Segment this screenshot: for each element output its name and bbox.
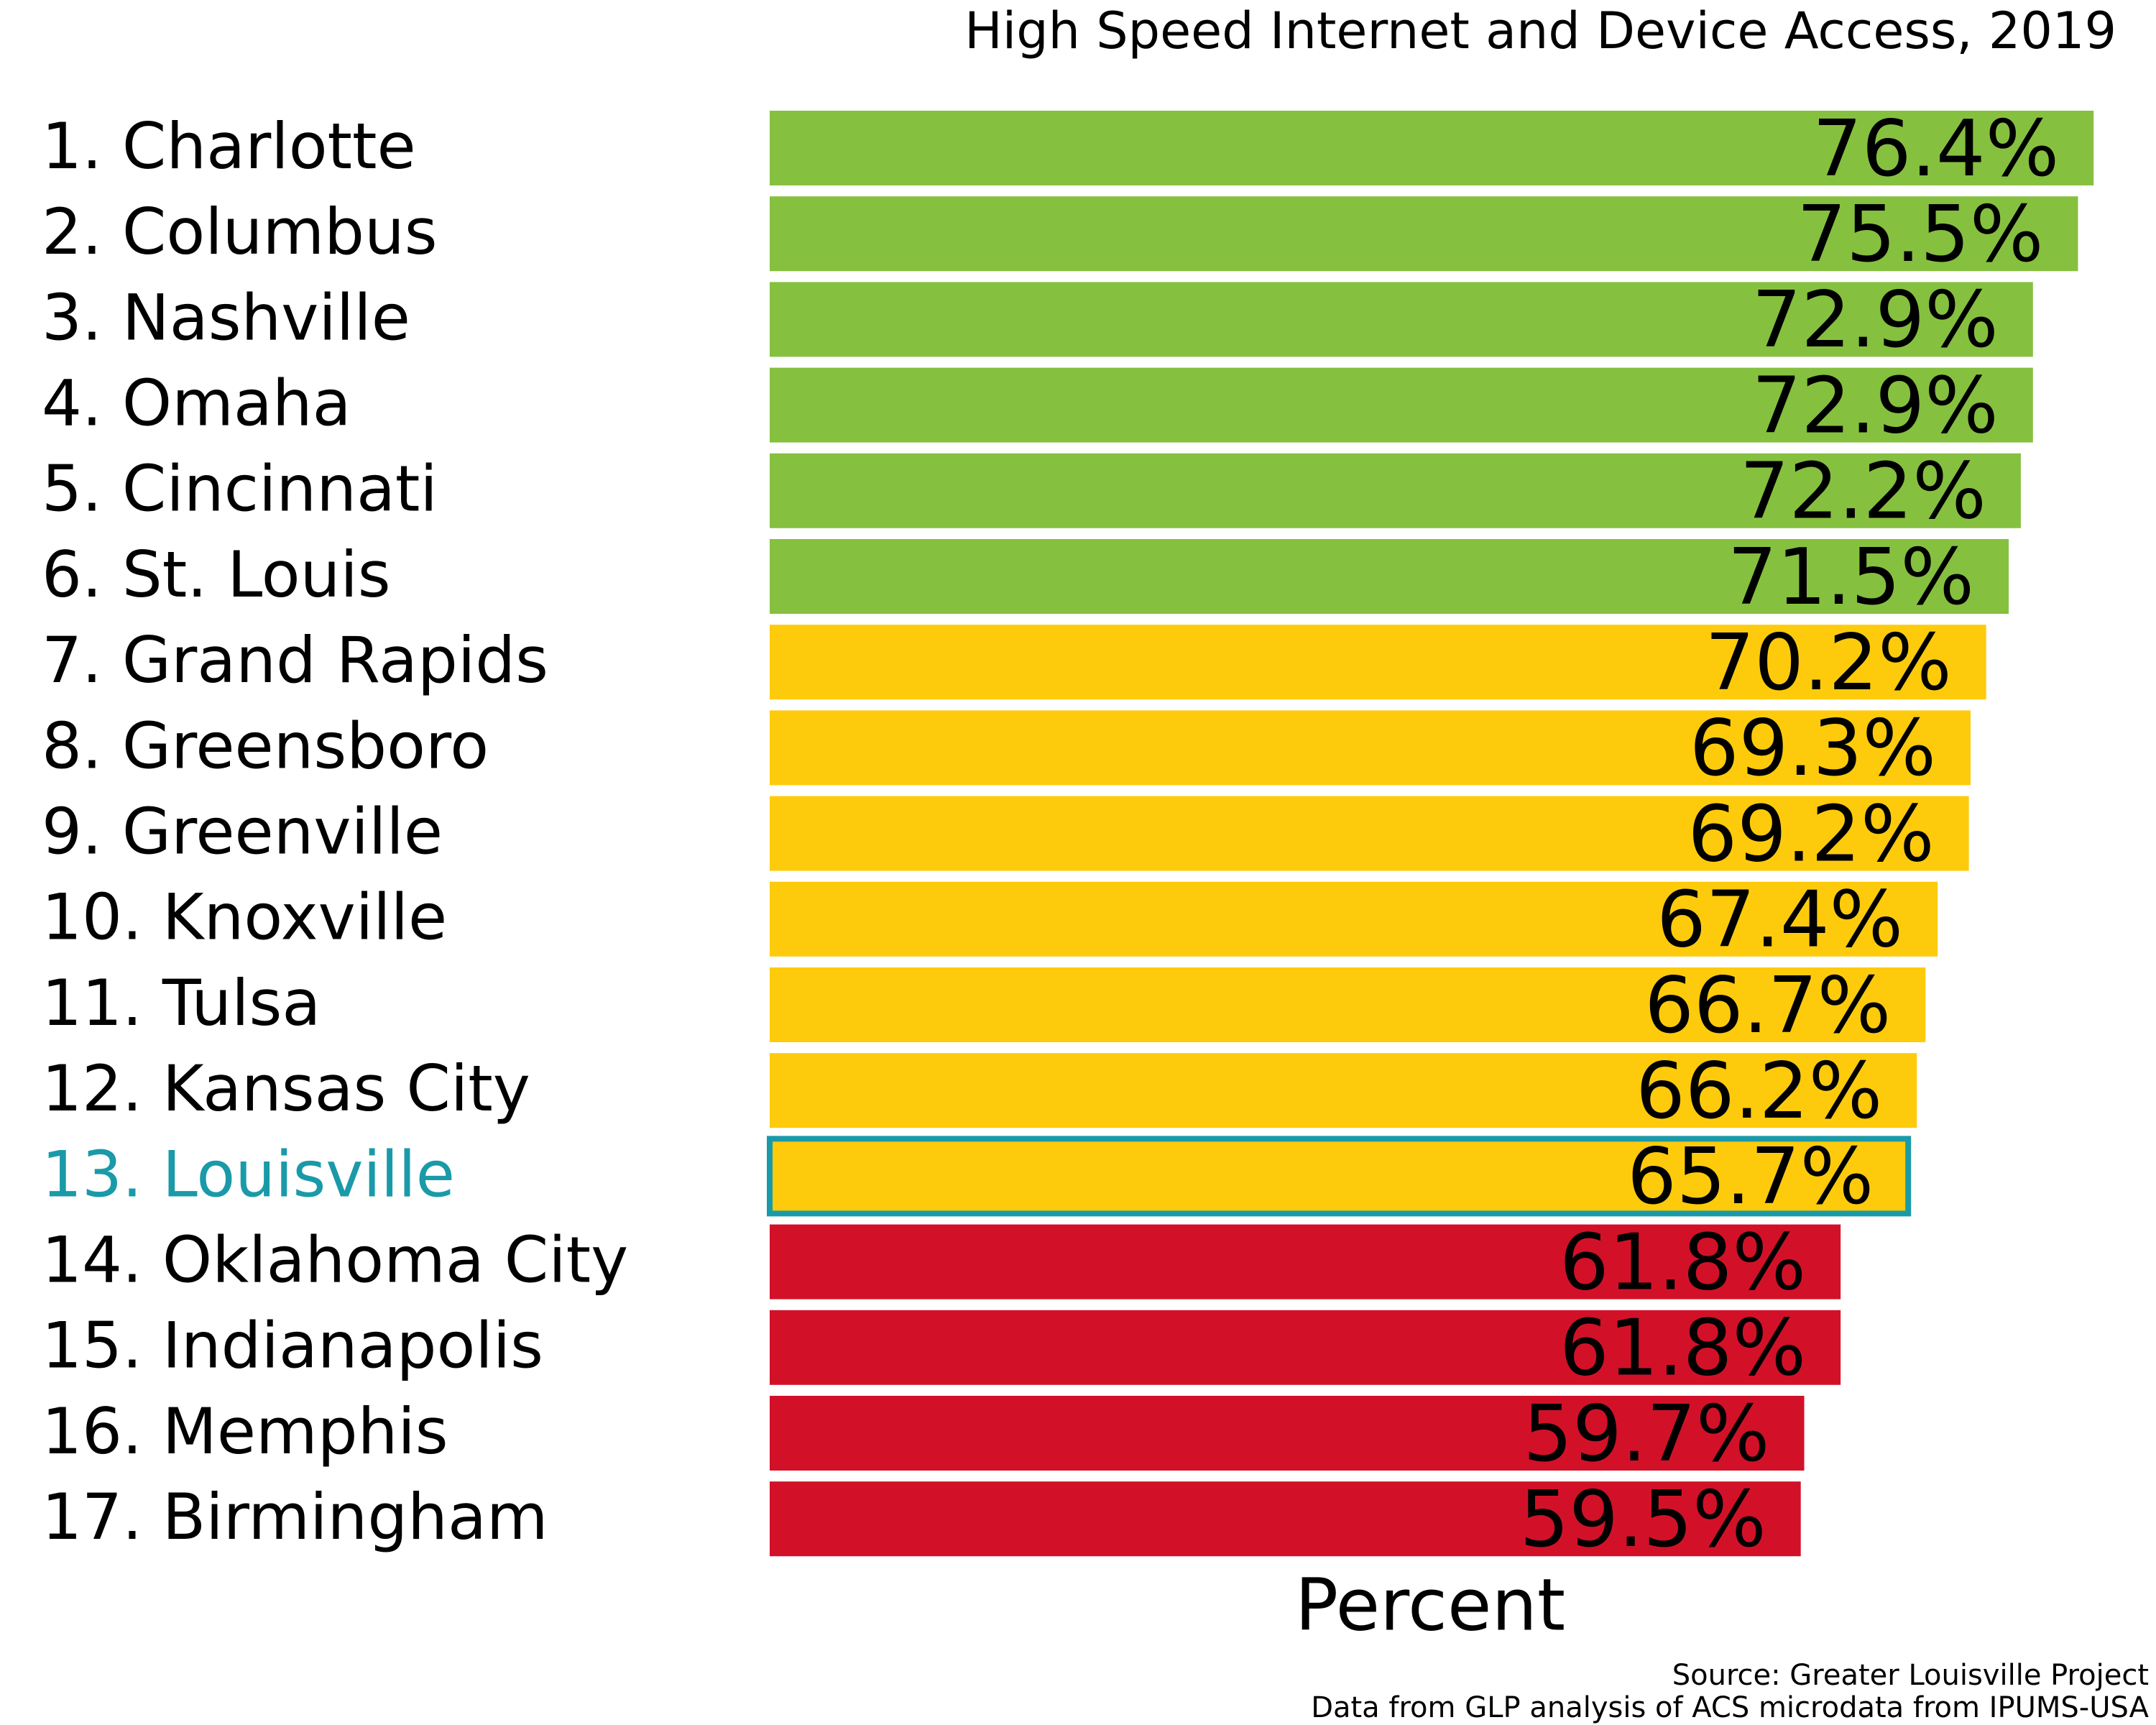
bar (770, 1396, 1805, 1471)
category-label: 3. Nashville (42, 280, 410, 354)
bar (770, 196, 2078, 272)
value-label: 72.9% (1752, 275, 1999, 365)
bar (770, 967, 1926, 1042)
category-label: 2. Columbus (42, 195, 438, 269)
category-label: 9. Greenville (42, 795, 443, 869)
bar (770, 625, 1986, 700)
bar (770, 1224, 1841, 1300)
value-label: 70.2% (1705, 618, 1952, 708)
bar (770, 710, 1971, 786)
bar (770, 453, 2021, 528)
value-label: 69.3% (1690, 704, 1936, 794)
bar (770, 1053, 1917, 1128)
category-label: 11. Tulsa (42, 966, 321, 1040)
bar (770, 539, 2009, 614)
x-axis-label: Percent (1295, 1563, 1565, 1647)
category-label: 5. Cincinnati (42, 452, 438, 526)
bar (770, 881, 1938, 957)
category-label: 8. Greensboro (42, 709, 489, 783)
value-label: 69.2% (1687, 789, 1934, 879)
category-label: 13. Louisville (42, 1137, 455, 1211)
category-label: 4. Omaha (42, 367, 351, 441)
annotation: Source: Greater Louisville Project (1672, 1659, 2149, 1692)
chart-title: High Speed Internet and Device Access, 2… (964, 1, 2116, 60)
value-label: 75.5% (1797, 190, 2043, 280)
bar (770, 796, 1969, 871)
bar (770, 282, 2033, 357)
category-label: 14. Oklahoma City (42, 1223, 628, 1297)
bar (767, 1136, 1912, 1217)
category-label: 7. Grand Rapids (42, 623, 548, 697)
value-label: 59.7% (1523, 1389, 1769, 1479)
category-label: 12. Kansas City (42, 1052, 530, 1126)
value-label: 59.5% (1520, 1475, 1766, 1565)
category-label: 6. St. Louis (42, 538, 391, 612)
category-label: 16. Memphis (42, 1394, 448, 1468)
value-label: 65.7% (1627, 1132, 1874, 1222)
value-label: 72.2% (1740, 447, 1986, 537)
value-label: 61.8% (1560, 1304, 1806, 1394)
value-label: 61.8% (1560, 1218, 1806, 1307)
bar (770, 367, 2033, 443)
category-label: 1. Charlotte (42, 109, 416, 183)
value-label: 66.7% (1644, 961, 1891, 1051)
value-label: 67.4% (1657, 875, 1903, 965)
category-label: 15. Indianapolis (42, 1309, 543, 1383)
category-label: 17. Birmingham (42, 1480, 548, 1554)
category-label: 10. Knoxville (42, 880, 447, 954)
value-label: 66.2% (1636, 1046, 1882, 1136)
bar (770, 111, 2094, 185)
bar (770, 1310, 1841, 1385)
annotation: Data from GLP analysis of ACS microdata … (1311, 1691, 2149, 1724)
value-label: 76.4% (1812, 104, 2059, 194)
value-label: 72.9% (1752, 361, 1999, 451)
value-label: 71.5% (1728, 533, 1974, 622)
bar (770, 1481, 1801, 1557)
